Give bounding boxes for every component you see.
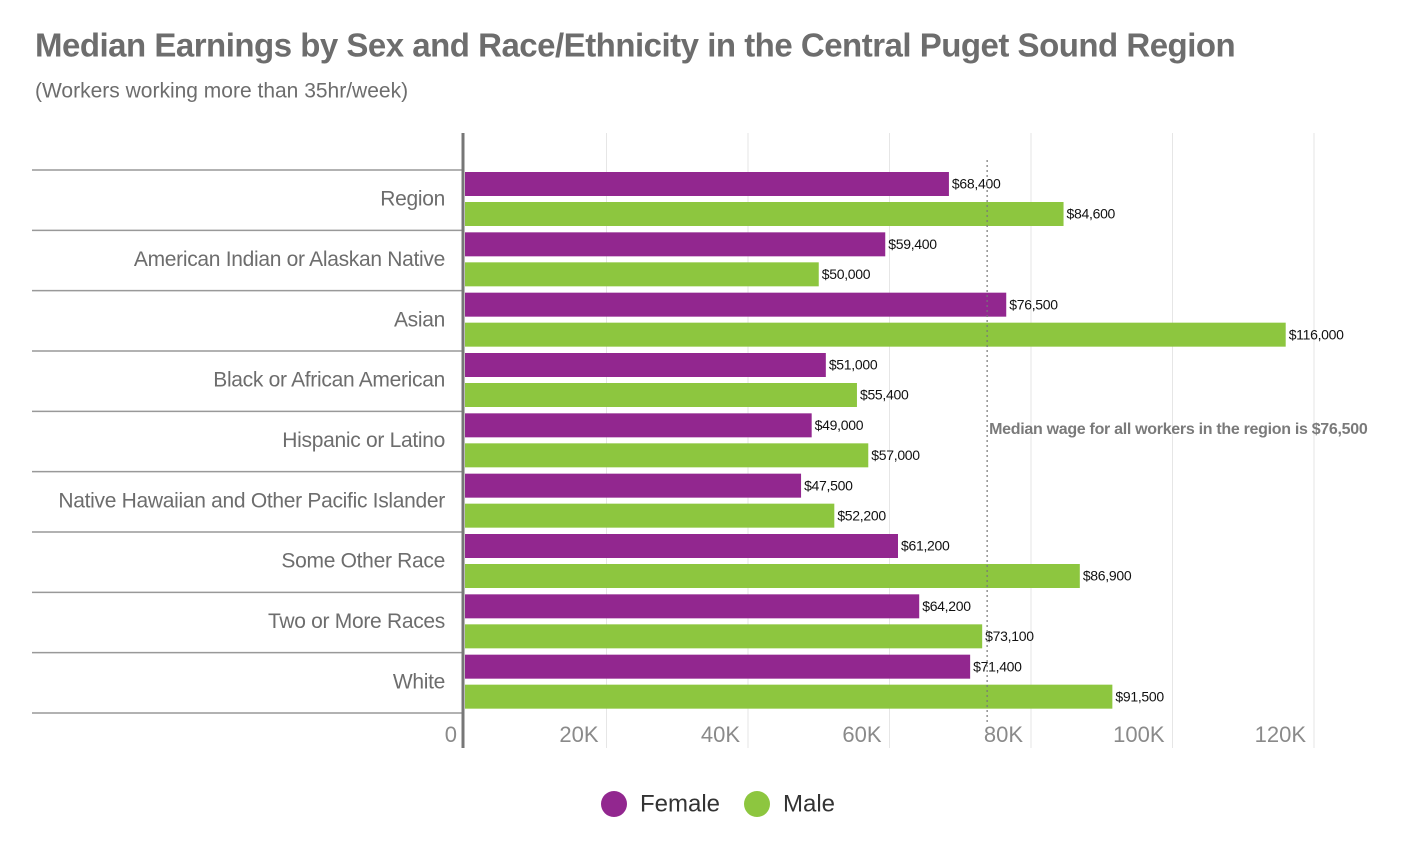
value-label: $71,400 — [973, 658, 1022, 674]
category-label: Native Hawaiian and Other Pacific Island… — [58, 489, 445, 512]
value-label: $64,200 — [922, 598, 971, 614]
value-label: $57,000 — [871, 447, 920, 463]
bar — [465, 353, 826, 377]
category-label: Some Other Race — [281, 550, 445, 573]
value-label: $86,900 — [1083, 568, 1132, 584]
chart-title: Median Earnings by Sex and Race/Ethnicit… — [35, 27, 1235, 64]
bar — [465, 443, 869, 468]
legend-label: Female — [640, 790, 720, 817]
value-label: $76,500 — [1009, 296, 1058, 312]
bar — [465, 624, 983, 649]
bar — [465, 594, 920, 619]
bar — [465, 262, 819, 287]
value-label: $50,000 — [822, 266, 871, 282]
bar — [465, 534, 898, 558]
value-label: $55,400 — [860, 387, 909, 403]
value-label: $91,500 — [1115, 688, 1164, 704]
bar — [465, 172, 949, 196]
value-label: $73,100 — [985, 628, 1034, 644]
x-tick-label: 40K — [701, 722, 740, 747]
bar — [465, 322, 1286, 347]
bar — [465, 503, 835, 528]
chart-subtitle: (Workers working more than 35hr/week) — [35, 80, 408, 103]
category-label: American Indian or Alaskan Native — [134, 248, 445, 271]
category-label: Two or More Races — [268, 610, 445, 633]
x-tick-label: 100K — [1113, 722, 1165, 747]
value-label: $59,400 — [888, 236, 937, 252]
x-tick-label: 0 — [445, 722, 457, 747]
value-label: $61,200 — [901, 538, 950, 554]
x-tick-label: 20K — [559, 722, 598, 747]
category-label: Region — [380, 188, 445, 211]
category-label: Black or African American — [213, 369, 445, 392]
value-label: $51,000 — [829, 357, 878, 373]
x-tick-label: 60K — [842, 722, 881, 747]
bar — [465, 413, 812, 438]
bar — [465, 684, 1113, 709]
value-label: $49,000 — [815, 417, 864, 433]
value-label: $47,500 — [804, 477, 853, 493]
bar — [465, 654, 971, 679]
value-label: $116,000 — [1289, 326, 1344, 342]
bar — [465, 232, 886, 257]
category-label: White — [393, 670, 445, 693]
bar — [465, 383, 857, 407]
category-label: Asian — [394, 308, 445, 331]
legend-label: Male — [783, 790, 835, 817]
x-tick-label: 120K — [1255, 722, 1307, 747]
legend-swatch — [744, 791, 770, 817]
value-label: $84,600 — [1067, 206, 1116, 222]
bar — [465, 564, 1080, 588]
value-label: $52,200 — [837, 507, 886, 523]
category-label: Hispanic or Latino — [282, 429, 445, 452]
x-tick-label: 80K — [984, 722, 1023, 747]
bar — [465, 202, 1064, 226]
bar — [465, 473, 802, 498]
legend-swatch — [601, 791, 627, 817]
bar — [465, 292, 1007, 317]
value-label: $68,400 — [952, 176, 1001, 192]
reference-label: Median wage for all workers in the regio… — [989, 421, 1368, 438]
